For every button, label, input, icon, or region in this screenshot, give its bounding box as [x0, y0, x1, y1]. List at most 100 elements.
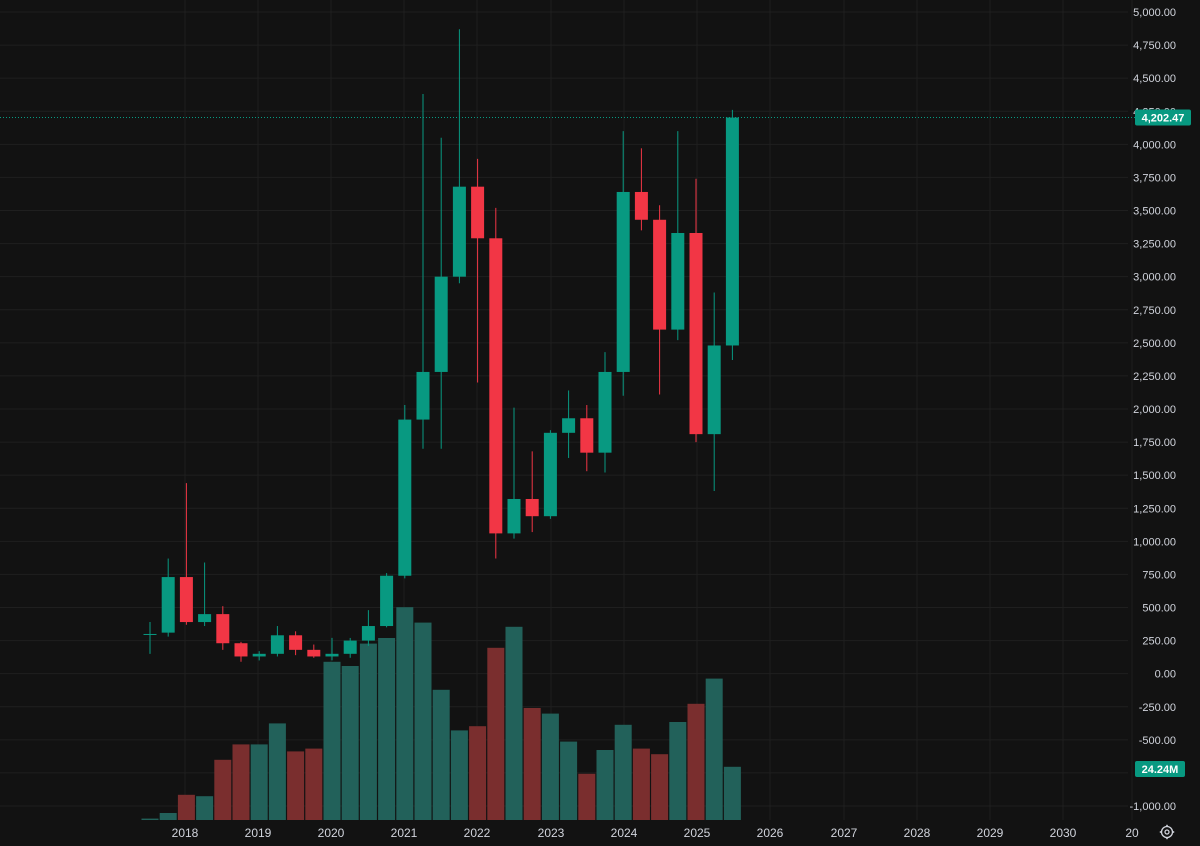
candle-body	[216, 614, 230, 644]
candle-body	[143, 633, 157, 635]
volume-bar	[651, 754, 669, 820]
volume-tag-label: 24.24M	[1142, 764, 1179, 776]
time-tick-label: 20	[1125, 826, 1139, 840]
candle-body	[252, 653, 266, 657]
volume-bar	[159, 813, 177, 820]
price-tick-label: 2,000.00	[1133, 404, 1176, 416]
candle-body	[361, 626, 375, 641]
volume-bar	[214, 759, 232, 820]
price-tick-label: 500.00	[1142, 603, 1176, 615]
candle-body	[161, 577, 175, 633]
volume-histogram	[141, 607, 741, 820]
candle-body	[343, 640, 357, 654]
volume-bar	[232, 744, 250, 820]
volume-bar	[177, 794, 195, 820]
price-tick-label: 2,500.00	[1133, 338, 1176, 350]
time-tick-label: 2025	[684, 826, 711, 840]
price-tick-label: -250.00	[1139, 702, 1176, 714]
volume-bar	[541, 713, 559, 820]
volume-bar	[196, 796, 214, 820]
price-tick-label: 2,250.00	[1133, 371, 1176, 383]
candle-body	[707, 345, 721, 435]
candle-body	[234, 643, 248, 657]
price-tick-label: -500.00	[1139, 735, 1176, 747]
price-tick-label: 5,000.00	[1133, 7, 1176, 19]
volume-bar	[560, 741, 578, 820]
price-tick-label: 3,000.00	[1133, 272, 1176, 284]
volume-bar	[323, 661, 341, 820]
volume-bar	[614, 724, 632, 820]
volume-tag	[1135, 761, 1185, 777]
candle-body	[270, 635, 284, 654]
candle-body	[416, 371, 430, 420]
price-axis: 5,000.004,750.004,500.004,250.004,000.00…	[1130, 7, 1176, 813]
price-tick-label: 4,500.00	[1133, 73, 1176, 85]
chart-grid	[0, 0, 1133, 820]
candle-body	[489, 238, 503, 534]
time-tick-label: 2027	[831, 826, 858, 840]
volume-bar	[359, 643, 377, 820]
volume-bar	[378, 638, 396, 820]
price-tick-label: 1,750.00	[1133, 437, 1176, 449]
volume-bar	[578, 773, 596, 820]
candle-body	[671, 232, 685, 330]
volume-bar	[141, 818, 159, 820]
volume-bar	[632, 748, 650, 820]
time-tick-label: 2020	[318, 826, 345, 840]
time-tick-label: 2028	[904, 826, 931, 840]
volume-bar	[250, 744, 268, 820]
candle-body	[634, 191, 648, 220]
gear-icon[interactable]	[1158, 823, 1176, 841]
price-tick-label: 2,750.00	[1133, 305, 1176, 317]
volume-bar	[268, 723, 286, 820]
volume-bar	[669, 722, 687, 820]
last-price-label: 4,202.47	[1142, 113, 1185, 125]
candle-body	[198, 614, 212, 623]
price-tick-label: 250.00	[1142, 636, 1176, 648]
last-price-tag	[1135, 109, 1191, 126]
volume-bar	[487, 647, 505, 820]
volume-bar	[450, 730, 468, 820]
price-tick-label: 0.00	[1155, 669, 1176, 681]
candle-body	[398, 419, 412, 576]
candle-body	[598, 371, 612, 453]
price-tick-label: -1,000.00	[1130, 801, 1176, 813]
price-tick-label: 4,000.00	[1133, 139, 1176, 151]
volume-bar	[705, 678, 723, 820]
price-tick-label: 3,750.00	[1133, 172, 1176, 184]
volume-bar	[341, 666, 359, 820]
price-tick-label: 1,000.00	[1133, 536, 1176, 548]
time-tick-label: 2029	[977, 826, 1004, 840]
volume-bar	[305, 748, 323, 820]
candle-body	[179, 577, 193, 623]
time-tick-label: 2022	[464, 826, 491, 840]
time-tick-label: 2021	[391, 826, 418, 840]
candle-body	[562, 418, 576, 433]
candle-body	[689, 232, 703, 435]
volume-bar	[469, 726, 487, 820]
price-tick-label: 1,250.00	[1133, 503, 1176, 515]
candle-body	[434, 276, 448, 372]
time-tick-label: 2024	[611, 826, 638, 840]
volume-bar	[505, 626, 523, 820]
volume-bar	[287, 751, 305, 820]
time-tick-label: 2026	[757, 826, 784, 840]
volume-bar	[596, 750, 614, 820]
time-tick-label: 2018	[172, 826, 199, 840]
price-tick-label: 4,750.00	[1133, 40, 1176, 52]
axis-tags: 4,202.47 24.24M	[1135, 109, 1191, 777]
candlestick-series	[143, 29, 739, 662]
candle-body	[525, 498, 539, 517]
candle-body	[325, 653, 339, 657]
candle-body	[580, 418, 594, 453]
candle-body	[289, 635, 303, 650]
candle-body	[616, 191, 630, 372]
candle-body	[725, 117, 739, 346]
volume-bar	[723, 766, 741, 820]
candle-body	[380, 575, 394, 627]
price-tick-label: 1,500.00	[1133, 470, 1176, 482]
price-tick-label: 3,250.00	[1133, 239, 1176, 251]
time-tick-label: 2019	[245, 826, 272, 840]
volume-bar	[414, 622, 432, 820]
